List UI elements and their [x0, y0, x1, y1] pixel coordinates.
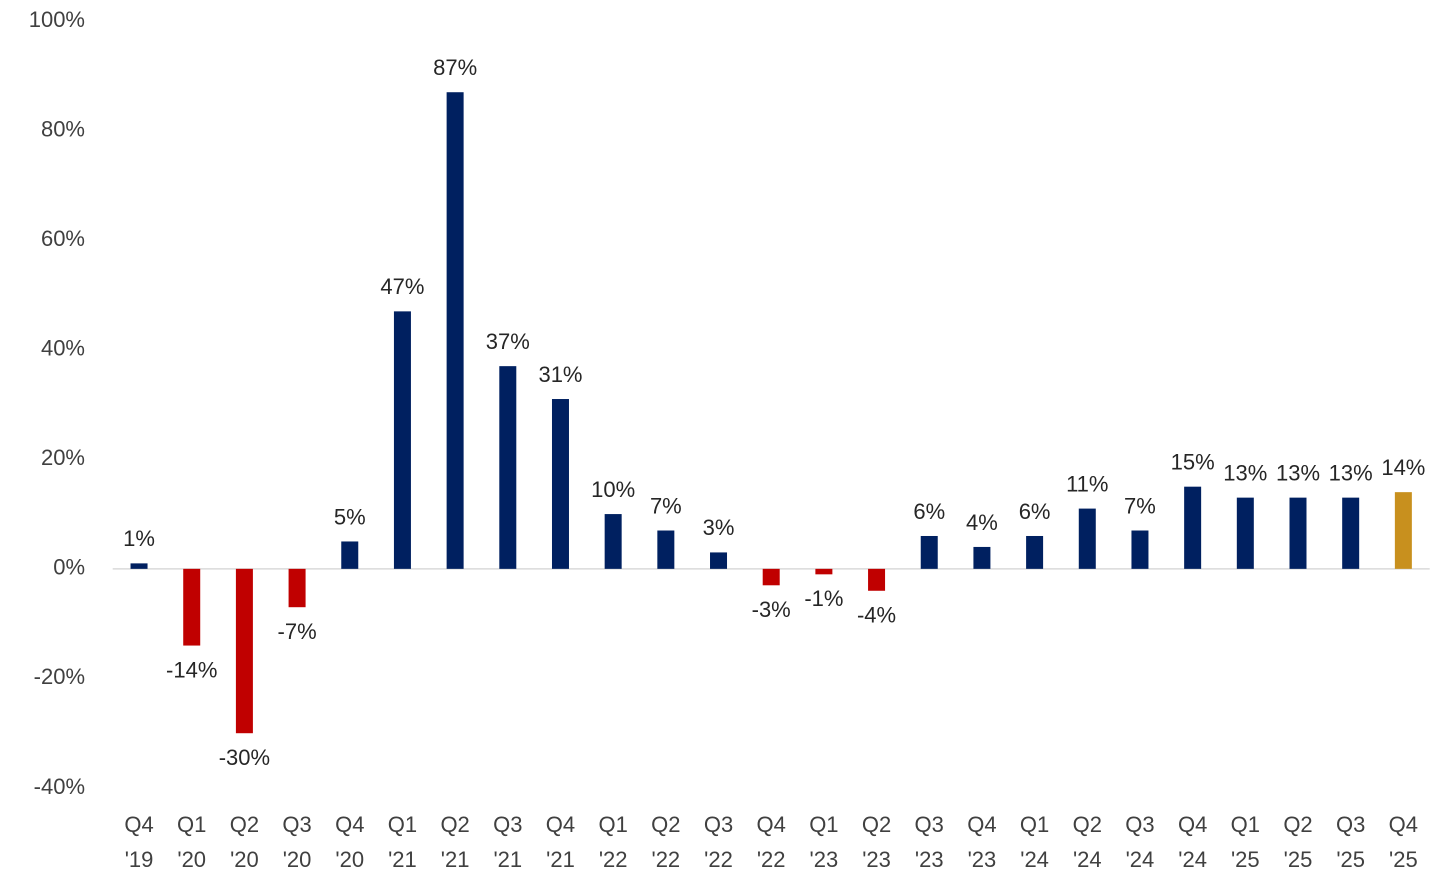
- bar: [868, 568, 886, 591]
- bar: [710, 552, 728, 569]
- x-tick-label: Q2'23: [862, 812, 891, 872]
- x-tick-label: Q2'20: [230, 812, 259, 872]
- y-tick-label: 100%: [29, 7, 85, 32]
- y-tick-label: 80%: [41, 116, 85, 141]
- x-tick-label: Q3'21: [493, 812, 522, 872]
- x-tick-label: Q3'24: [1125, 812, 1154, 872]
- data-label: 4%: [966, 510, 998, 535]
- data-label: 6%: [913, 499, 945, 524]
- y-tick-label: -20%: [34, 664, 85, 689]
- y-tick-label: 0%: [53, 555, 85, 580]
- x-tick-label: Q2'22: [651, 812, 680, 872]
- bar: [183, 568, 201, 646]
- bar: [130, 563, 148, 569]
- x-tick-label: Q4'21: [546, 812, 575, 872]
- data-label: 47%: [380, 274, 424, 299]
- bar: [762, 568, 780, 586]
- x-tick-label: Q3'20: [282, 812, 311, 872]
- data-label: -1%: [804, 586, 843, 611]
- x-tick-label: Q1'25: [1231, 812, 1260, 872]
- bar: [1026, 535, 1044, 569]
- bar: [1289, 497, 1307, 569]
- data-label: 37%: [486, 329, 530, 354]
- bar: [1131, 530, 1149, 569]
- x-tick-label: Q2'24: [1073, 812, 1102, 872]
- bar: [393, 311, 411, 569]
- bar: [551, 399, 569, 569]
- data-label: 13%: [1329, 460, 1373, 485]
- data-label: 7%: [1124, 493, 1156, 518]
- data-label: -7%: [278, 619, 317, 644]
- bar: [288, 568, 306, 608]
- bar: [1078, 508, 1096, 569]
- x-tick-label: Q3'22: [704, 812, 733, 872]
- bar: [1236, 497, 1254, 569]
- x-tick-label: Q1'24: [1020, 812, 1049, 872]
- x-tick-label: Q4'24: [1178, 812, 1207, 872]
- bar: [499, 366, 517, 569]
- bar: [446, 92, 464, 569]
- x-tick-label: Q4'22: [757, 812, 786, 872]
- data-label: 31%: [538, 362, 582, 387]
- y-tick-label: -40%: [34, 774, 85, 799]
- data-label: 1%: [123, 526, 155, 551]
- data-label: 13%: [1223, 460, 1267, 485]
- data-label: 6%: [1019, 499, 1051, 524]
- bar: [1184, 486, 1202, 569]
- data-label: 13%: [1276, 460, 1320, 485]
- x-tick-label: Q3'25: [1336, 812, 1365, 872]
- data-label: -14%: [166, 657, 217, 682]
- data-label: 87%: [433, 55, 477, 80]
- x-tick-label: Q1'21: [388, 812, 417, 872]
- bar: [815, 568, 833, 575]
- data-label: 10%: [591, 477, 635, 502]
- data-label: 11%: [1066, 471, 1108, 496]
- bar: [1394, 492, 1412, 569]
- data-label: -30%: [219, 745, 270, 770]
- bar: [1342, 497, 1360, 569]
- y-tick-label: 40%: [41, 336, 85, 361]
- x-tick-label: Q3'23: [915, 812, 944, 872]
- data-label: -4%: [857, 603, 896, 628]
- x-tick-label: Q1'20: [177, 812, 206, 872]
- x-tick-label: Q2'25: [1283, 812, 1312, 872]
- data-label: 5%: [334, 504, 366, 529]
- bar: [920, 535, 938, 569]
- bar: [604, 514, 622, 569]
- x-tick-label: Q1'23: [809, 812, 838, 872]
- data-label: 15%: [1171, 449, 1215, 474]
- x-tick-label: Q4'23: [967, 812, 996, 872]
- data-label: -3%: [752, 597, 791, 622]
- y-tick-label: 60%: [41, 226, 85, 251]
- bar: [973, 546, 991, 569]
- bar: [657, 530, 675, 569]
- data-label: 14%: [1381, 455, 1425, 480]
- bar: [235, 568, 253, 734]
- bar: [341, 541, 359, 569]
- x-tick-label: Q4'25: [1389, 812, 1418, 872]
- x-tick-label: Q2'21: [440, 812, 469, 872]
- data-label: 7%: [650, 493, 682, 518]
- x-tick-label: Q1'22: [598, 812, 627, 872]
- x-tick-label: Q4'19: [124, 812, 153, 872]
- data-label: 3%: [703, 515, 735, 540]
- y-tick-label: 20%: [41, 445, 85, 470]
- x-tick-label: Q4'20: [335, 812, 364, 872]
